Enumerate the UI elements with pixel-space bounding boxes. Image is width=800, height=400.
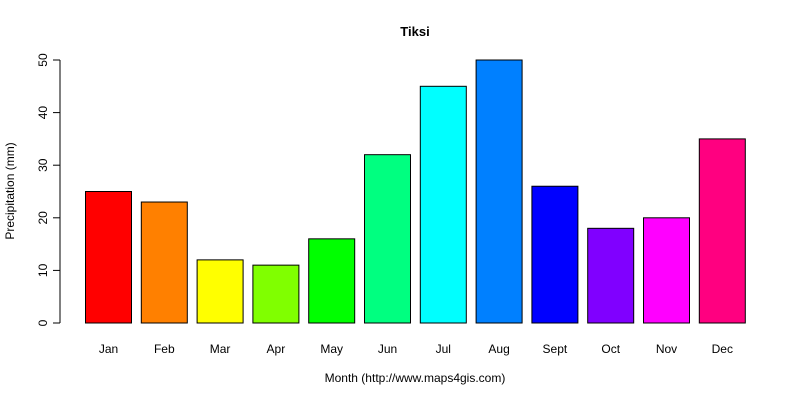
y-tick-label: 10 — [36, 263, 50, 277]
x-tick-labels: Jan Feb Mar Apr May Jun Jul Aug Sept Oct Nov Dec — [99, 342, 733, 356]
y-tick-label: 40 — [36, 106, 50, 120]
x-tick-label: Oct — [601, 342, 620, 356]
x-tick-label: Aug — [488, 342, 509, 356]
y-axis: 0 10 20 30 40 50 — [36, 53, 61, 326]
x-tick-label: Jul — [436, 342, 451, 356]
x-tick-label: May — [320, 342, 343, 356]
bar-oct — [587, 227, 635, 324]
x-tick-label: Mar — [210, 342, 231, 356]
chart-title: Tiksi — [400, 24, 429, 39]
x-tick-label: Apr — [267, 342, 286, 356]
bar-nov — [643, 217, 690, 324]
bar-sept — [531, 185, 579, 324]
x-tick-label: Jan — [99, 342, 118, 356]
y-tick-label: 30 — [36, 158, 50, 172]
bar-jan — [85, 191, 132, 324]
y-tick-label: 0 — [36, 319, 50, 326]
bar-feb — [140, 201, 188, 324]
bar-apr — [252, 264, 300, 324]
x-tick-label: Dec — [712, 342, 733, 356]
bar-aug — [475, 59, 523, 324]
bar-jun — [364, 154, 411, 324]
x-axis-label: Month (http://www.maps4gis.com) — [325, 371, 506, 385]
bar-mar — [196, 259, 244, 324]
x-tick-label: Jun — [378, 342, 397, 356]
bar-dec — [698, 138, 746, 324]
y-tick-label: 20 — [36, 211, 50, 225]
x-tick-label: Sept — [543, 342, 568, 356]
y-axis-label: Precipitation (mm) — [3, 142, 17, 239]
bar-jul — [419, 85, 467, 324]
bar-may — [308, 238, 356, 324]
x-tick-label: Nov — [656, 342, 677, 356]
y-tick-label: 50 — [36, 53, 50, 67]
x-tick-label: Feb — [154, 342, 175, 356]
bars-group — [85, 59, 746, 324]
